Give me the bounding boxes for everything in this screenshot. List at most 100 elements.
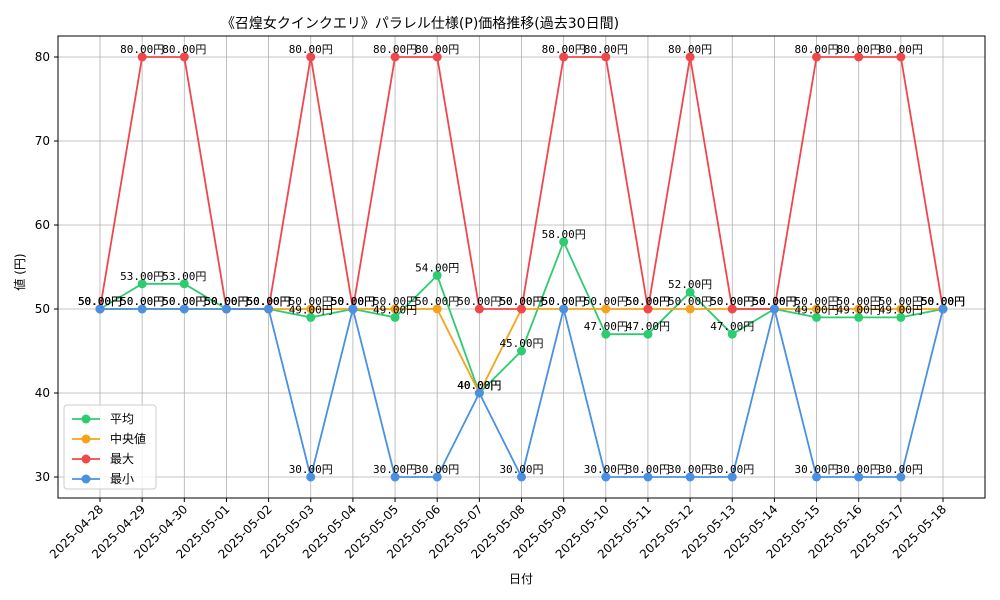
data-label: 50.00円 (626, 295, 670, 308)
legend-item: 最小 (72, 472, 134, 486)
data-label: 80.00円 (584, 43, 628, 56)
data-label: 50.00円 (120, 295, 164, 308)
data-label: 50.00円 (457, 295, 501, 308)
data-point (727, 329, 737, 339)
data-label: 50.00円 (247, 295, 291, 308)
data-label: 30.00円 (415, 463, 459, 476)
data-label: 50.00円 (499, 295, 543, 308)
data-point (137, 279, 147, 289)
legend-swatch-marker (81, 434, 91, 444)
data-label: 80.00円 (120, 43, 164, 56)
data-label: 50.00円 (626, 295, 670, 308)
data-point (390, 52, 400, 62)
legend-swatch-marker (81, 414, 91, 424)
data-point (854, 52, 864, 62)
data-point (432, 304, 442, 314)
data-point (559, 304, 569, 314)
data-point (517, 346, 526, 356)
data-label: 30.00円 (584, 463, 628, 476)
data-label: 49.00円 (837, 303, 881, 316)
data-label: 50.00円 (204, 295, 248, 308)
data-point (643, 329, 653, 339)
data-point (727, 472, 737, 482)
data-label: 50.00円 (204, 295, 248, 308)
data-label: 80.00円 (373, 43, 417, 56)
legend-swatch-marker (81, 474, 91, 484)
data-label: 50.00円 (921, 295, 965, 308)
data-label: 50.00円 (752, 295, 796, 308)
data-point (643, 304, 653, 314)
data-label: 45.00円 (499, 337, 543, 350)
data-point (854, 312, 864, 322)
data-point (390, 312, 400, 322)
data-label: 50.00円 (78, 295, 122, 308)
data-label: 80.00円 (415, 43, 459, 56)
data-label: 52.00円 (668, 278, 712, 291)
data-point (306, 52, 316, 62)
data-point (432, 270, 442, 280)
data-label: 50.00円 (120, 295, 164, 308)
data-label: 50.00円 (921, 295, 965, 308)
data-label: 80.00円 (668, 43, 712, 56)
data-point (306, 304, 316, 314)
data-label: 50.00円 (752, 295, 796, 308)
grid (58, 36, 985, 498)
data-point (474, 388, 484, 398)
data-label: 47.00円 (584, 320, 628, 333)
data-point (854, 472, 864, 482)
data-point (559, 237, 569, 247)
data-label: 53.00円 (120, 270, 164, 283)
data-point (137, 304, 147, 314)
data-label: 30.00円 (289, 463, 333, 476)
data-label: 30.00円 (794, 463, 838, 476)
data-label: 30.00円 (837, 463, 881, 476)
data-point (559, 52, 569, 62)
data-point (432, 52, 442, 62)
data-point (896, 312, 906, 322)
data-label: 50.00円 (204, 295, 248, 308)
data-point (812, 304, 822, 314)
data-point (390, 472, 400, 482)
data-point (601, 52, 611, 62)
data-label: 49.00円 (373, 303, 417, 316)
data-label: 50.00円 (247, 295, 291, 308)
series-3 (95, 304, 948, 482)
legend-label: 最小 (110, 472, 134, 486)
y-tick-label: 80 (35, 50, 50, 64)
data-label: 80.00円 (879, 43, 923, 56)
data-point (685, 472, 695, 482)
data-label: 80.00円 (289, 43, 333, 56)
data-point (896, 472, 906, 482)
data-point (95, 304, 105, 314)
data-point (685, 304, 695, 314)
data-point (727, 304, 737, 314)
legend-swatch-marker (81, 454, 91, 464)
y-tick-label: 60 (35, 218, 50, 232)
data-label: 50.00円 (752, 295, 796, 308)
y-axis-label: 値 (円) (12, 253, 27, 290)
data-label: 50.00円 (752, 295, 796, 308)
legend-item: 平均 (72, 412, 134, 426)
data-label: 49.00円 (289, 303, 333, 316)
data-label: 30.00円 (499, 463, 543, 476)
data-label: 50.00円 (499, 295, 543, 308)
data-point (179, 279, 189, 289)
data-label: 50.00円 (247, 295, 291, 308)
data-label: 50.00円 (289, 295, 333, 308)
data-label: 50.00円 (921, 295, 965, 308)
series-lines (95, 52, 948, 482)
data-label: 47.00円 (710, 320, 754, 333)
data-point (517, 472, 526, 482)
data-point (769, 304, 779, 314)
data-label: 58.00円 (542, 228, 586, 241)
data-label: 50.00円 (879, 295, 923, 308)
legend-box (63, 404, 157, 490)
data-point (601, 329, 611, 339)
data-label: 50.00円 (204, 295, 248, 308)
data-labels: 50.00円53.00円53.00円50.00円50.00円49.00円50.0… (78, 43, 965, 476)
data-label: 50.00円 (331, 295, 375, 308)
data-point (812, 52, 822, 62)
y-tick-label: 40 (35, 386, 50, 400)
